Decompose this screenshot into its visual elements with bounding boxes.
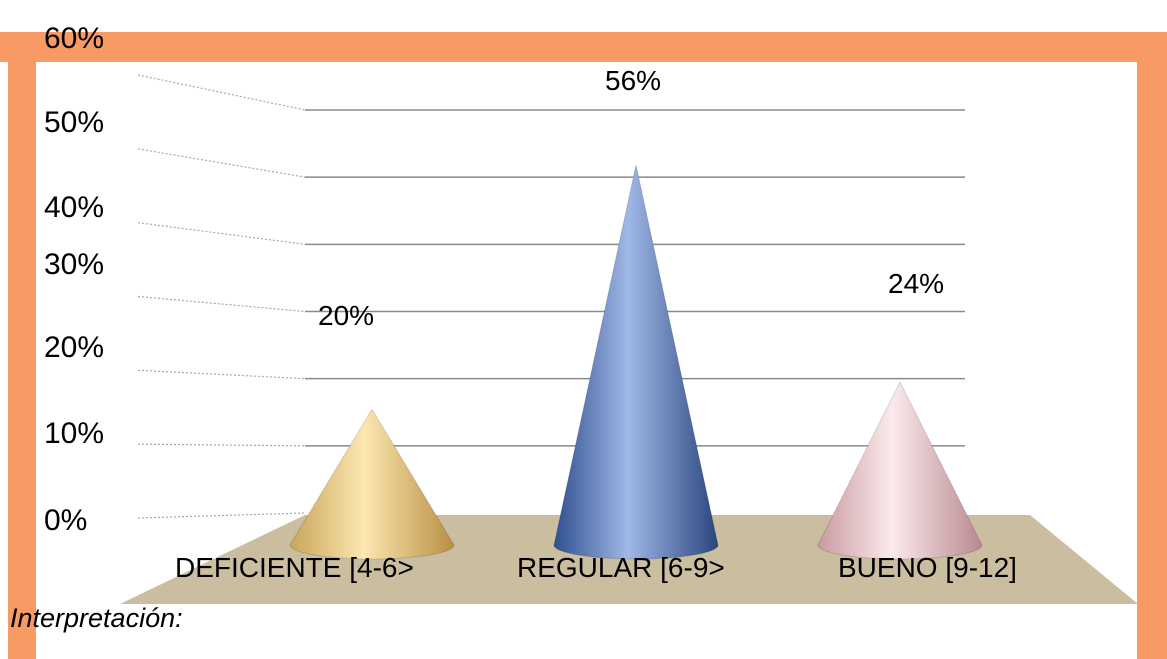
data-label: 20% xyxy=(318,300,374,331)
frame-right xyxy=(1137,32,1167,659)
y-tick-label: 0% xyxy=(44,504,87,537)
cone-1 xyxy=(289,408,455,560)
y-tick-label: 20% xyxy=(44,331,104,364)
y-tick-label: 30% xyxy=(44,248,104,281)
y-axis-ticks: 0% 10% 20% 30% 40% 50% 60% xyxy=(44,22,104,537)
frame-left xyxy=(8,32,36,659)
y-tick-label: 60% xyxy=(44,22,104,55)
data-label: 56% xyxy=(605,65,661,96)
category-label: DEFICIENTE [4-6> xyxy=(175,552,414,583)
side-gridline xyxy=(137,222,306,245)
category-label: BUENO [9-12] xyxy=(838,552,1017,583)
data-label: 24% xyxy=(888,268,944,299)
data-labels: 20% 56% 24% xyxy=(318,65,944,331)
cone-2 xyxy=(553,164,719,560)
side-gridline xyxy=(137,148,306,178)
caption-interpretacion: Interpretación: xyxy=(10,603,183,633)
y-tick-label: 40% xyxy=(44,191,104,224)
frame-top xyxy=(0,32,1167,62)
cone-3 xyxy=(817,381,983,560)
y-tick-label: 10% xyxy=(44,417,104,450)
cone-series xyxy=(289,164,983,560)
y-tick-label: 50% xyxy=(44,106,104,139)
category-labels: DEFICIENTE [4-6> REGULAR [6-9> BUENO [9-12… xyxy=(175,552,1017,583)
cone-mark xyxy=(289,408,455,560)
cone-mark xyxy=(553,164,719,560)
category-label: REGULAR [6-9> xyxy=(517,552,725,583)
cone-mark xyxy=(817,381,983,560)
side-gridline xyxy=(137,74,306,111)
